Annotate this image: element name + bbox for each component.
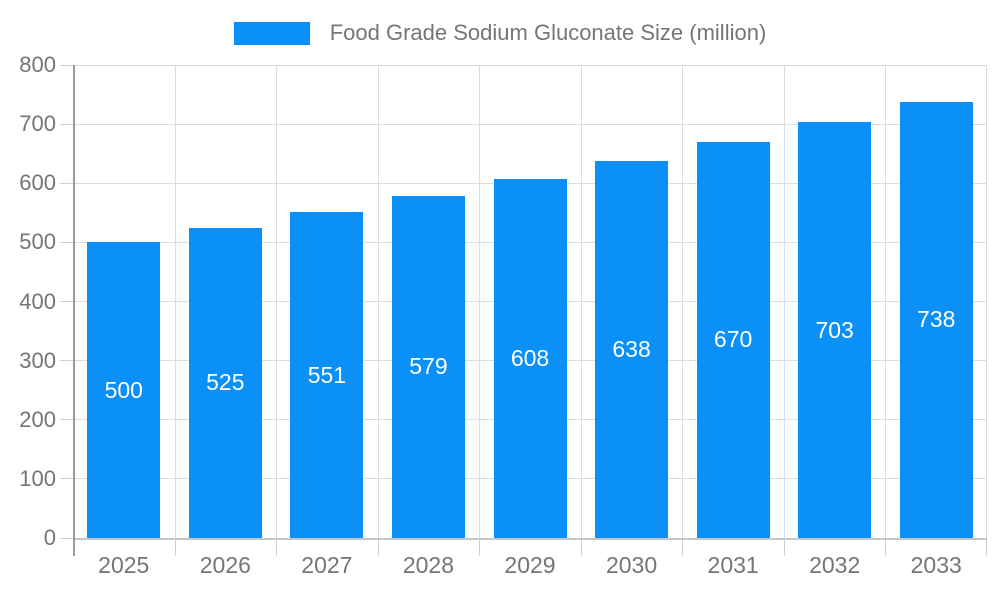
legend-item[interactable]: Food Grade Sodium Gluconate Size (millio… — [0, 20, 1000, 46]
x-axis-category-label: 2032 — [809, 552, 861, 578]
gridline-vertical — [479, 65, 481, 538]
x-axis-category-label: 2028 — [402, 552, 455, 578]
x-axis-labels: 2025 2026 2027 2028 2029 2030 2031 2032 2033 — [73, 552, 987, 592]
bar-value-label: 500 — [104, 376, 143, 403]
bar-2031[interactable]: 670 — [696, 141, 770, 538]
y-axis-tick — [60, 123, 73, 125]
gridline-vertical — [682, 65, 684, 538]
x-axis-tick — [682, 540, 684, 556]
y-axis-tick-label: 100 — [19, 465, 56, 491]
legend-color-swatch — [233, 21, 310, 45]
y-axis-tick-label: 600 — [19, 170, 56, 196]
y-axis-tick-label: 200 — [19, 406, 56, 432]
y-axis-labels: 0 100 200 300 400 500 600 700 800 — [0, 52, 56, 550]
x-axis-tick — [885, 540, 887, 556]
x-axis-tick — [276, 540, 278, 556]
y-axis-tick-label: 700 — [19, 111, 56, 137]
gridline-horizontal — [73, 64, 987, 66]
x-axis-tick — [479, 540, 481, 556]
y-axis-tick-label: 800 — [19, 52, 56, 77]
y-axis-tick — [60, 64, 73, 66]
y-axis-tick — [60, 182, 73, 184]
y-axis-tick — [60, 360, 73, 362]
x-axis-category-label: 2029 — [504, 552, 556, 578]
x-axis-category-label: 2027 — [301, 552, 353, 578]
bar-value-label: 670 — [713, 326, 753, 353]
gridline-vertical — [986, 65, 987, 538]
bar-value-label: 608 — [510, 344, 550, 371]
gridline-vertical — [276, 65, 278, 538]
bar-value-label: 551 — [307, 361, 347, 388]
bar-value-label: 738 — [917, 306, 956, 333]
x-axis-category-label: 2033 — [910, 552, 962, 578]
y-axis-tick — [60, 537, 73, 539]
gridline-vertical — [783, 65, 785, 538]
bar-value-label: 525 — [206, 369, 245, 396]
y-axis-tick — [60, 478, 73, 480]
y-axis-line — [73, 65, 75, 556]
bar-value-label: 703 — [815, 316, 854, 343]
bar-2029[interactable]: 608 — [493, 178, 567, 538]
y-axis-tick — [60, 301, 73, 302]
x-axis-category-label: 2031 — [707, 552, 759, 578]
gridline-vertical — [174, 65, 176, 538]
bar-value-label: 638 — [612, 335, 651, 362]
bar-2032[interactable]: 703 — [798, 122, 872, 538]
x-axis-tick — [377, 540, 379, 556]
x-axis-tick — [986, 540, 987, 556]
y-axis-tick-label: 500 — [19, 229, 56, 255]
bar-2025[interactable]: 500 — [87, 242, 161, 538]
y-axis-tick-label: 0 — [43, 525, 56, 550]
y-axis-tick — [60, 241, 73, 243]
x-axis-line — [73, 538, 987, 540]
bar-2030[interactable]: 638 — [595, 160, 669, 538]
x-axis-category-label: 2030 — [605, 552, 658, 578]
y-axis-tick-label: 300 — [19, 347, 56, 373]
gridline-vertical — [885, 65, 887, 538]
bar-value-label: 579 — [409, 353, 448, 380]
x-axis-tick — [174, 540, 176, 556]
bar-2026[interactable]: 525 — [188, 227, 262, 538]
x-axis-tick — [580, 540, 582, 556]
bar-2028[interactable]: 579 — [391, 195, 465, 538]
y-axis-tick — [60, 419, 73, 421]
gridline-vertical — [580, 65, 582, 538]
gridline-horizontal — [73, 123, 987, 125]
x-axis-category-label: 2026 — [199, 552, 251, 578]
plot-area: 500 525 551 579 608 638 670 703 738 — [60, 64, 987, 556]
x-axis-category-label: 2025 — [98, 552, 150, 578]
x-axis-tick — [783, 540, 785, 556]
bar-2027[interactable]: 551 — [290, 212, 364, 538]
gridline-vertical — [377, 65, 379, 538]
legend-label: Food Grade Sodium Gluconate Size (millio… — [329, 20, 767, 45]
y-axis-tick-label: 400 — [19, 288, 56, 314]
bar-2033[interactable]: 738 — [899, 101, 973, 538]
